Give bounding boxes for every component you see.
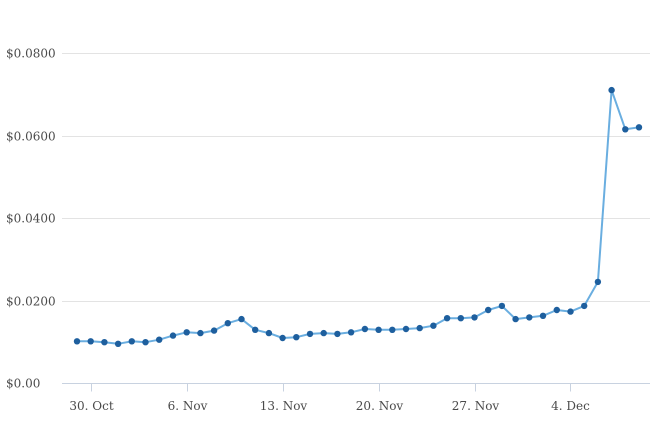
data-point[interactable]: [334, 330, 341, 338]
data-point[interactable]: [306, 330, 314, 338]
data-point[interactable]: [539, 312, 547, 319]
price-series-line: [77, 89, 640, 345]
y-axis-labels: $0.00 $0.0200 $0.0400 $0.0600 $0.0800: [6, 47, 56, 391]
x-tick-label: 30. Oct: [69, 399, 113, 413]
data-point[interactable]: [169, 332, 177, 339]
data-point[interactable]: [279, 334, 286, 342]
x-tick-label: 6. Nov: [168, 399, 208, 413]
data-point[interactable]: [457, 315, 464, 322]
x-tick-label: 20. Nov: [356, 399, 404, 413]
data-point[interactable]: [389, 326, 396, 333]
data-point[interactable]: [485, 306, 492, 314]
data-point[interactable]: [142, 339, 149, 346]
data-point[interactable]: [252, 326, 259, 333]
data-point[interactable]: [512, 315, 519, 323]
data-point[interactable]: [567, 308, 574, 315]
data-point[interactable]: [594, 278, 602, 286]
data-point[interactable]: [553, 306, 560, 314]
data-point[interactable]: [443, 315, 451, 322]
x-tick-label: 13. Nov: [260, 399, 308, 413]
data-point[interactable]: [347, 329, 355, 336]
price-series-points: [73, 86, 643, 347]
data-point[interactable]: [197, 329, 204, 337]
data-point[interactable]: [402, 325, 410, 333]
data-point[interactable]: [114, 340, 122, 347]
data-point[interactable]: [265, 329, 273, 337]
x-tick-label: 27. Nov: [452, 399, 500, 413]
data-point[interactable]: [375, 326, 382, 333]
y-tick-label: $0.0400: [6, 212, 56, 226]
data-point[interactable]: [87, 338, 94, 345]
data-point[interactable]: [128, 338, 135, 345]
data-point[interactable]: [622, 126, 629, 133]
data-point[interactable]: [293, 334, 300, 341]
x-tick-label: 4. Dec: [551, 399, 590, 413]
data-point[interactable]: [101, 339, 108, 346]
data-point[interactable]: [430, 322, 437, 329]
data-point[interactable]: [224, 320, 231, 327]
data-point[interactable]: [471, 314, 478, 321]
data-point[interactable]: [320, 329, 327, 337]
y-tick-label: $0.0800: [6, 47, 56, 61]
data-point[interactable]: [526, 314, 533, 321]
data-point[interactable]: [498, 302, 506, 310]
data-point[interactable]: [416, 324, 423, 332]
y-tick-label: $0.00: [6, 377, 40, 391]
y-tick-label: $0.0600: [6, 130, 56, 144]
data-point[interactable]: [238, 315, 245, 323]
y-tick-label: $0.0200: [6, 295, 56, 309]
data-point[interactable]: [635, 124, 643, 131]
data-point[interactable]: [361, 325, 369, 333]
data-point[interactable]: [210, 327, 218, 334]
data-point[interactable]: [608, 86, 615, 94]
data-point[interactable]: [581, 302, 588, 310]
data-point[interactable]: [73, 338, 81, 345]
data-point[interactable]: [156, 336, 163, 343]
data-point[interactable]: [183, 329, 190, 336]
grid-lines: [62, 53, 650, 302]
x-axis-ticks: 30. Oct 6. Nov 13. Nov 20. Nov 27. Nov 4. Dec: [69, 383, 590, 413]
